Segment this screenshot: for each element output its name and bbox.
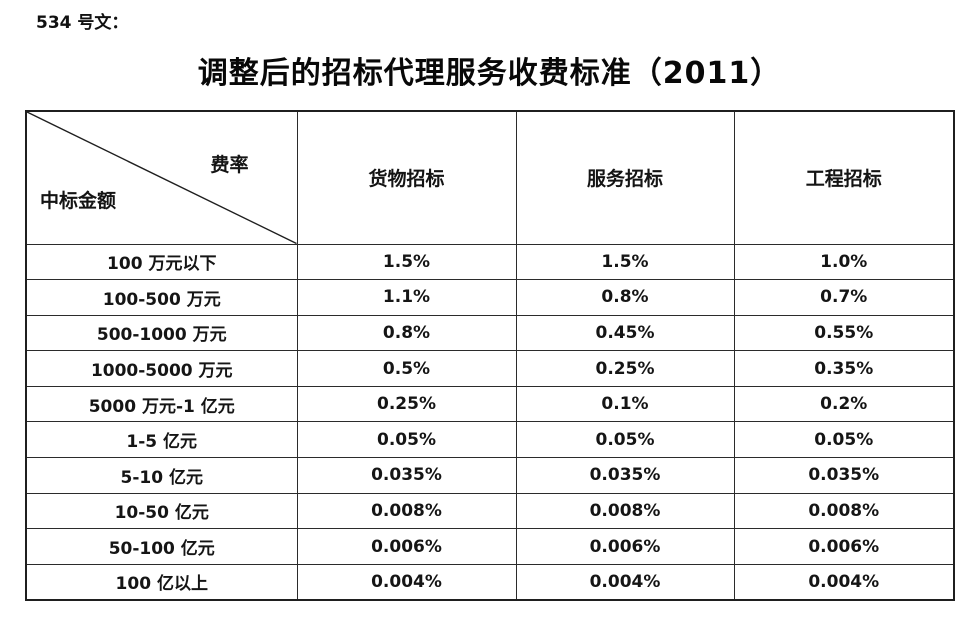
fee-rate-value: 0.008% xyxy=(733,492,955,530)
table-row: 5-10 亿元 0.035% 0.035% 0.035% xyxy=(25,457,955,494)
doc-ref: 534 号文： xyxy=(36,13,129,33)
fee-rate-value: 1.0% xyxy=(733,243,955,281)
amount-range-label: 10-50 亿元 xyxy=(25,492,298,530)
table-row: 100 万元以下 1.5% 1.5% 1.0% xyxy=(25,243,955,281)
fee-rate-value: 1.1% xyxy=(296,279,517,316)
fee-rate-value: 0.8% xyxy=(296,314,517,352)
column-header-goods-bidding: 货物招标 xyxy=(296,110,517,245)
fee-rate-value: 0.006% xyxy=(296,528,517,565)
fee-rate-value: 0.004% xyxy=(515,563,735,601)
table-row: 500-1000 万元 0.8% 0.45% 0.55% xyxy=(25,314,955,352)
amount-range-label: 500-1000 万元 xyxy=(25,314,298,352)
column-header-works-bidding: 工程招标 xyxy=(733,110,955,245)
header-row: 费率 中标金额 货物招标 服务招标 工程招标 xyxy=(25,110,955,245)
amount-range-label: 100 万元以下 xyxy=(25,243,298,281)
table-row: 1-5 亿元 0.05% 0.05% 0.05% xyxy=(25,421,955,459)
fee-rate-value: 0.7% xyxy=(733,279,955,316)
fee-rate-value: 0.35% xyxy=(733,350,955,387)
fee-rate-value: 0.2% xyxy=(733,385,955,423)
table-row: 5000 万元-1 亿元 0.25% 0.1% 0.2% xyxy=(25,385,955,423)
column-header-service-bidding: 服务招标 xyxy=(515,110,735,245)
fee-rate-value: 0.008% xyxy=(296,492,517,530)
fee-rate-value: 0.035% xyxy=(515,457,735,494)
fee-rate-value: 0.008% xyxy=(515,492,735,530)
amount-range-label: 5-10 亿元 xyxy=(25,457,298,494)
corner-header-cell: 费率 中标金额 xyxy=(25,110,298,245)
fee-rate-value: 0.006% xyxy=(733,528,955,565)
amount-range-label: 1-5 亿元 xyxy=(25,421,298,459)
table-row: 50-100 亿元 0.006% 0.006% 0.006% xyxy=(25,528,955,565)
fee-rate-value: 0.035% xyxy=(733,457,955,494)
diagonal-divider-line xyxy=(27,112,297,244)
amount-range-label: 50-100 亿元 xyxy=(25,528,298,565)
fee-rate-value: 0.05% xyxy=(733,421,955,459)
fee-rate-value: 0.25% xyxy=(296,385,517,423)
corner-label-fee-rate: 费率 xyxy=(210,154,249,176)
amount-range-label: 5000 万元-1 亿元 xyxy=(25,385,298,423)
fee-rate-value: 1.5% xyxy=(296,243,517,281)
fee-rate-value: 0.035% xyxy=(296,457,517,494)
fee-rate-value: 0.55% xyxy=(733,314,955,352)
amount-range-label: 100 亿以上 xyxy=(25,563,298,601)
fee-rate-value: 0.1% xyxy=(515,385,735,423)
amount-range-label: 1000-5000 万元 xyxy=(25,350,298,387)
fee-rate-value: 1.5% xyxy=(515,243,735,281)
fee-rate-value: 0.05% xyxy=(296,421,517,459)
table-row: 1000-5000 万元 0.5% 0.25% 0.35% xyxy=(25,350,955,387)
fee-rate-value: 0.004% xyxy=(733,563,955,601)
fee-rate-value: 0.05% xyxy=(515,421,735,459)
page-title: 调整后的招标代理服务收费标准（2011） xyxy=(197,56,782,91)
fee-table-body: 100 万元以下 1.5% 1.5% 1.0% 100-500 万元 1.1% 0.8% 0.… xyxy=(25,243,955,601)
corner-label-bid-amount: 中标金额 xyxy=(40,190,117,212)
fee-rate-value: 0.006% xyxy=(515,528,735,565)
fee-rate-value: 0.25% xyxy=(515,350,735,387)
fee-rate-value: 0.45% xyxy=(515,314,735,352)
fee-table: 费率 中标金额 货物招标 服务招标 工程招标 100 万元以下 1.5% 1.5% 1… xyxy=(25,110,955,601)
fee-rate-value: 0.5% xyxy=(296,350,517,387)
table-row: 10-50 亿元 0.008% 0.008% 0.008% xyxy=(25,492,955,530)
table-row: 100-500 万元 1.1% 0.8% 0.7% xyxy=(25,279,955,316)
fee-rate-value: 0.8% xyxy=(515,279,735,316)
table-row: 100 亿以上 0.004% 0.004% 0.004% xyxy=(25,563,955,601)
amount-range-label: 100-500 万元 xyxy=(25,279,298,316)
fee-rate-value: 0.004% xyxy=(296,563,517,601)
